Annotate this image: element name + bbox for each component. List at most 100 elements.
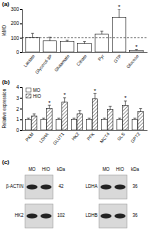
- annotation: *: [63, 92, 66, 98]
- y-tick-mark: [20, 119, 22, 120]
- error-bar: [119, 118, 120, 119]
- bar: [60, 42, 74, 52]
- x-tick-label: Lactate: [23, 53, 37, 68]
- error-bar: [94, 93, 95, 98]
- x-tick-label: GTP: [113, 54, 123, 64]
- row-label: β-ACTIN: [6, 184, 24, 189]
- column-header: MO: [102, 167, 110, 172]
- annotation: *: [94, 88, 97, 94]
- bar: [26, 38, 40, 52]
- y-tick-label: 0: [16, 49, 19, 55]
- error-bar: [32, 33, 33, 37]
- bar: [92, 99, 97, 130]
- error-cap: [100, 31, 103, 32]
- error-bar: [67, 40, 68, 41]
- bar: [47, 109, 52, 131]
- column-header: kDa: [57, 167, 65, 172]
- x-tick: Lactate: [23, 52, 37, 68]
- row-label: LDHA: [85, 184, 97, 189]
- x-tick: GLS: [116, 130, 126, 142]
- x-tick-label: GPT2: [130, 131, 142, 144]
- y-tick-label: 300: [11, 6, 20, 12]
- error-bar: [110, 106, 111, 109]
- error-cap: [118, 118, 121, 119]
- error-bar: [28, 118, 29, 119]
- x-tick: Glutamate: [53, 52, 70, 73]
- error-cap: [73, 118, 76, 119]
- x-tick: GPT2: [130, 130, 142, 144]
- reference-line: [22, 37, 147, 38]
- error-cap: [31, 33, 34, 34]
- column-header: HIO: [116, 167, 125, 172]
- legend-label: HIO: [33, 94, 42, 99]
- panel-title: (c): [2, 159, 9, 165]
- y-axis-line: [20, 10, 23, 53]
- annotation: *: [135, 44, 138, 50]
- bar: [102, 119, 107, 130]
- x-tick-label: Glycerol-3P: [34, 54, 53, 75]
- x-tick-label: MCT4: [99, 131, 111, 144]
- y-tick: 100: [11, 35, 22, 41]
- x-tick: PKM: [25, 130, 35, 142]
- row-label: HK2: [15, 213, 24, 218]
- column-header: HIO: [42, 167, 51, 172]
- y-tick-label: 1: [16, 116, 19, 122]
- y-tick-label: 0: [16, 127, 19, 133]
- x-tick-label: LDHA: [38, 132, 50, 144]
- bar: [43, 41, 57, 52]
- bar: [130, 50, 144, 52]
- x-axis-line: [23, 130, 148, 131]
- y-tick-mark: [20, 98, 22, 99]
- x-tick: PFK: [86, 130, 95, 142]
- error-bar: [34, 114, 35, 116]
- blot-strip: [25, 204, 53, 228]
- error-cap: [66, 40, 69, 41]
- x-tick: Citrate: [75, 52, 88, 67]
- x-tick-label: Glucose: [125, 53, 140, 69]
- y-tick: 4: [16, 84, 22, 90]
- y-tick-mark: [20, 87, 22, 88]
- bar: [56, 119, 61, 130]
- x-axis: PKMLDHAGLUT1HK2PFKMCT4GLSGPT2: [23, 130, 148, 146]
- legend-swatch: [26, 94, 31, 98]
- plot-area: [26, 93, 144, 130]
- error-cap: [103, 118, 106, 119]
- panel-title: (b): [2, 79, 10, 85]
- chart-panel: 01234PKMLDHAGLUT1HK2PFKMCT4GLSGPT2****(b…: [2, 79, 148, 146]
- x-tick: HK2: [71, 130, 81, 142]
- annotation: *: [48, 100, 51, 106]
- blot-band: [115, 213, 126, 218]
- error-bar: [74, 118, 75, 119]
- y-tick-mark: [20, 52, 22, 53]
- bar: [95, 34, 109, 52]
- y-tick: 3: [16, 95, 22, 101]
- bar: [112, 18, 126, 52]
- blot-band: [41, 213, 52, 218]
- error-bar: [101, 31, 102, 34]
- bar: [138, 112, 143, 130]
- x-tick-label: GLS: [116, 132, 126, 142]
- legend-label: MO: [33, 88, 41, 93]
- y-tick-mark: [20, 9, 22, 10]
- error-bars: [33, 93, 142, 116]
- row-label: LDHB: [85, 213, 97, 218]
- y-tick: 200: [11, 20, 22, 26]
- error-bar: [89, 118, 90, 119]
- x-tick-label: Citrate: [75, 53, 88, 67]
- kda-label: 42: [58, 184, 64, 189]
- error-bar: [125, 101, 126, 105]
- blot-strip: [25, 175, 53, 199]
- x-tick-label: HK2: [71, 131, 81, 141]
- y-tick: 2: [16, 106, 22, 112]
- error-bar: [104, 118, 105, 119]
- annotation: *: [124, 95, 127, 101]
- bar: [123, 105, 128, 130]
- blot-band: [115, 184, 126, 189]
- x-tick: GTP: [113, 52, 123, 64]
- column-header: kDa: [131, 167, 139, 172]
- blot-band: [27, 213, 38, 218]
- bar: [71, 119, 76, 130]
- error-bar: [64, 98, 65, 102]
- y-tick-label: 3: [16, 95, 19, 101]
- error-cap: [88, 118, 91, 119]
